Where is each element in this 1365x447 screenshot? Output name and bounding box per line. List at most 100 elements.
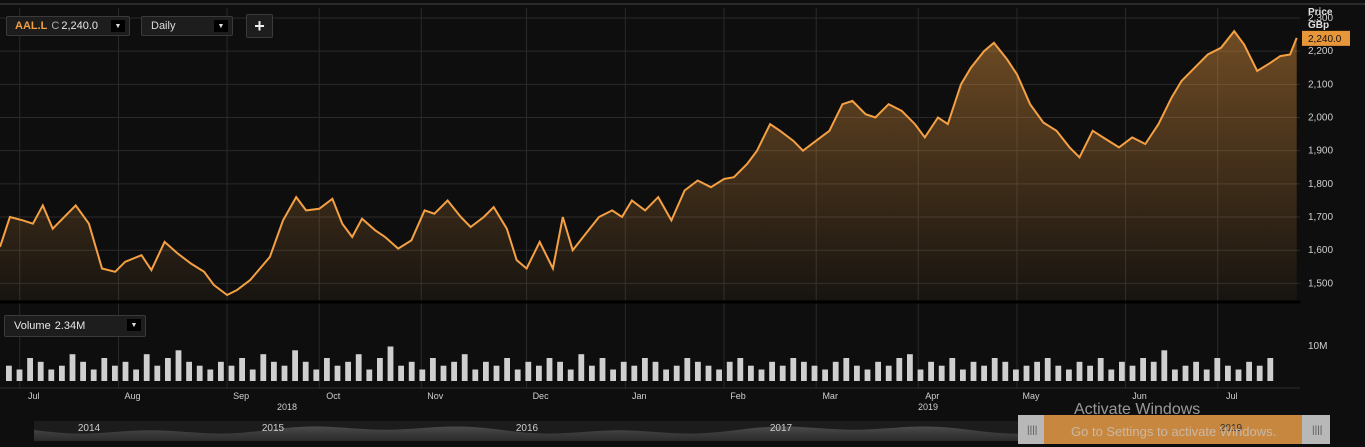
volume-bar [419, 369, 426, 381]
volume-bar [981, 365, 987, 381]
volume-bar [567, 369, 574, 381]
volume-bar [440, 365, 447, 381]
grip-icon: |||| [1027, 425, 1037, 436]
month-label: May [1022, 391, 1040, 401]
volume-bar [48, 369, 55, 381]
price-tick-label: 1,600 [1308, 245, 1333, 256]
volume-bar [1044, 358, 1051, 381]
volume-bar [271, 361, 277, 381]
navigator-right-handle[interactable] [1302, 415, 1330, 444]
volume-bar [779, 365, 786, 381]
volume-bar [1172, 369, 1178, 381]
volume-bar [642, 358, 648, 381]
price-tick-label: 2,300 [1308, 13, 1333, 24]
volume-bar [345, 361, 351, 381]
volume-bar [493, 365, 500, 381]
time-axis: Jul Aug Sep Oct Nov Dec Jan Feb Mar Apr May Jun Jul 2… [28, 391, 1237, 412]
volume-bar [716, 369, 722, 381]
volume-bar [80, 361, 86, 381]
volume-bar [1182, 365, 1189, 381]
volume-bar [843, 358, 850, 381]
volume-bar [938, 365, 945, 381]
volume-bar [377, 358, 383, 381]
volume-bar [652, 361, 659, 381]
volume-bar [536, 365, 542, 381]
volume-bar [769, 361, 775, 381]
volume-bar [355, 354, 362, 381]
month-label: Dec [533, 391, 550, 401]
volume-bar [37, 361, 44, 381]
volume-bar [1246, 361, 1252, 381]
volume-bar [726, 361, 733, 381]
volume-bar [949, 358, 956, 381]
volume-bar [504, 358, 510, 381]
ticker-symbol: AAL.L [15, 20, 48, 32]
volume-bar [1203, 369, 1210, 381]
volume-bars [6, 346, 1274, 381]
month-label: Jan [632, 391, 647, 401]
volume-bar [1055, 365, 1062, 381]
navigator-selection[interactable] [1018, 415, 1302, 444]
volume-bar [122, 361, 129, 381]
volume-bar [1256, 365, 1263, 381]
volume-bar [758, 369, 765, 381]
month-label: Sep [233, 391, 249, 401]
volume-dropdown[interactable]: Volume 2.34M ▼ [4, 315, 146, 337]
volume-bar [6, 365, 12, 381]
volume-bar [1013, 369, 1019, 381]
price-tick-label: 2,100 [1308, 79, 1333, 90]
volume-bar [175, 350, 182, 381]
volume-bar [398, 365, 404, 381]
volume-bar [1066, 369, 1072, 381]
interval-dropdown[interactable]: Daily ▼ [141, 16, 233, 36]
navigator-left-handle[interactable] [1018, 415, 1044, 444]
volume-bar [1023, 365, 1030, 381]
volume-bar [917, 369, 924, 381]
volume-scale-label: 10M [1308, 341, 1327, 352]
ticker-value: 2,240.0 [61, 20, 99, 32]
volume-bar [69, 354, 76, 381]
price-line[interactable] [0, 29, 1298, 297]
ticker-prefix: C [51, 20, 60, 32]
price-area-fill [0, 31, 1297, 300]
volume-bar [292, 350, 298, 381]
ticker-dropdown[interactable]: AAL.L C 2,240.0 ▼ [6, 16, 130, 36]
chevron-down-icon[interactable]: ▼ [111, 20, 125, 32]
volume-bar [143, 354, 150, 381]
month-label: Oct [326, 391, 341, 401]
volume-bar [196, 365, 203, 381]
month-label: Nov [427, 391, 444, 401]
chevron-down-icon[interactable]: ▼ [214, 20, 228, 32]
volume-bar [854, 365, 860, 381]
volume-bar [90, 369, 97, 381]
volume-bar [748, 365, 754, 381]
price-tick-label: 1,700 [1308, 212, 1333, 223]
volume-bar [599, 358, 606, 381]
price-axis-title: Price [1308, 7, 1333, 18]
volume-bar [1161, 350, 1168, 381]
volume-bar [832, 361, 839, 381]
volume-bar [260, 354, 267, 381]
month-label: Feb [730, 391, 746, 401]
add-study-button[interactable]: + [246, 14, 273, 38]
month-label: Mar [822, 391, 838, 401]
volume-bar [239, 358, 245, 381]
activate-windows-title: Activate Windows [1074, 401, 1201, 418]
chevron-down-icon[interactable]: ▼ [127, 319, 141, 331]
volume-bar [737, 358, 744, 381]
volume-bar [811, 365, 818, 381]
volume-bar [228, 365, 235, 381]
month-label: Jul [28, 391, 40, 401]
navigator-bar[interactable]: |||| |||| 2014 2015 2016 2017 2019 [34, 415, 1330, 444]
volume-bar [525, 361, 532, 381]
price-axis-unit: GBp [1308, 20, 1329, 31]
month-label: Aug [124, 391, 140, 401]
volume-bar [695, 361, 701, 381]
volume-bar [1267, 358, 1274, 381]
volume-bar [186, 361, 192, 381]
volume-bar [822, 369, 828, 381]
volume-bar [366, 369, 373, 381]
volume-bar [610, 369, 616, 381]
volume-bar [557, 361, 563, 381]
